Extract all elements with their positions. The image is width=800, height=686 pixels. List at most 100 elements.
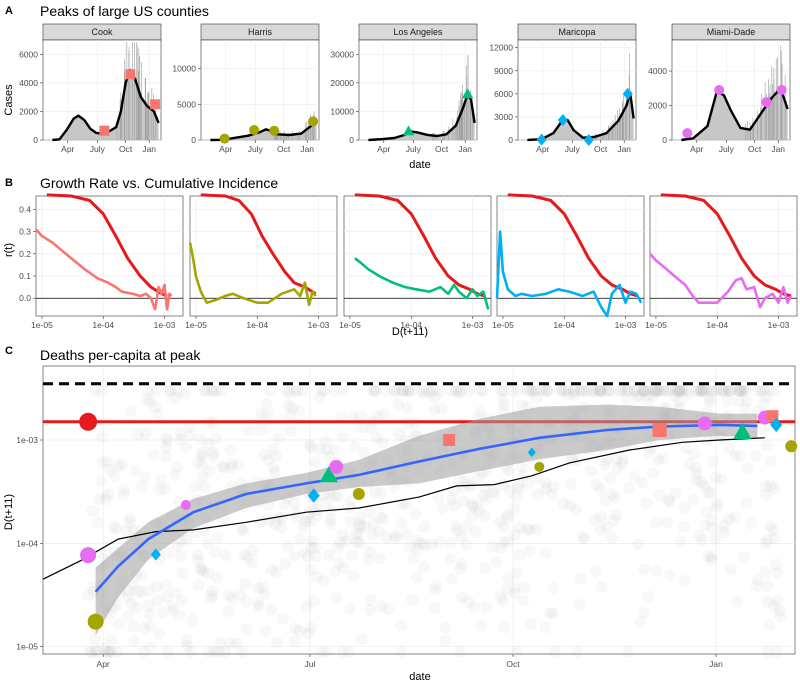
background-point xyxy=(270,636,283,649)
background-point xyxy=(510,645,523,658)
background-point xyxy=(156,606,169,619)
background-point xyxy=(497,398,510,411)
background-point xyxy=(309,541,322,554)
background-point xyxy=(252,582,265,595)
background-point xyxy=(424,386,437,399)
background-point xyxy=(465,480,478,492)
background-point xyxy=(260,397,273,410)
background-point xyxy=(705,384,718,397)
background-point xyxy=(213,645,226,658)
facet-strip-label: Miami-Dade xyxy=(707,27,756,37)
background-point xyxy=(369,384,382,397)
background-point xyxy=(161,434,174,447)
background-point xyxy=(508,581,521,594)
background-point xyxy=(304,441,317,454)
background-point xyxy=(480,600,493,613)
peak-marker xyxy=(682,128,693,139)
background-point xyxy=(206,384,219,397)
background-point xyxy=(89,384,102,397)
peak-marker xyxy=(714,85,725,95)
background-point xyxy=(759,480,772,493)
background-point xyxy=(637,606,650,619)
background-point xyxy=(389,529,402,542)
peak-point xyxy=(87,613,104,630)
background-point xyxy=(488,487,501,499)
background-point xyxy=(310,571,323,584)
background-point xyxy=(723,442,736,455)
background-point xyxy=(517,594,530,607)
background-point xyxy=(110,522,123,535)
background-point xyxy=(243,424,256,437)
background-point xyxy=(181,639,194,652)
background-point xyxy=(611,462,624,475)
x-tick-label: 1e-04 xyxy=(553,320,575,330)
background-point xyxy=(524,618,537,631)
background-point xyxy=(101,488,114,501)
background-point xyxy=(117,488,130,501)
background-point xyxy=(184,645,197,658)
background-point xyxy=(160,579,173,592)
background-point xyxy=(745,517,758,530)
background-point xyxy=(592,384,605,397)
background-point xyxy=(197,565,210,578)
background-point xyxy=(445,493,458,506)
background-point xyxy=(524,384,537,397)
x-tick-label: 1e-05 xyxy=(185,320,207,330)
background-point xyxy=(144,620,156,633)
background-point xyxy=(564,499,577,512)
background-point xyxy=(195,564,208,577)
peak-point xyxy=(180,500,191,511)
background-point xyxy=(718,519,731,532)
background-point xyxy=(252,600,265,612)
background-point xyxy=(210,384,223,397)
background-point xyxy=(344,501,357,514)
background-point xyxy=(288,635,301,648)
background-point xyxy=(86,645,98,658)
background-point xyxy=(498,621,511,634)
background-point xyxy=(548,645,561,658)
background-point xyxy=(501,509,514,521)
background-point xyxy=(759,566,772,579)
background-point xyxy=(382,603,395,616)
background-point xyxy=(740,496,753,509)
background-point xyxy=(705,554,718,566)
background-point xyxy=(710,501,723,514)
background-point xyxy=(715,384,727,397)
background-point xyxy=(524,524,536,536)
x-tick-label: Apr xyxy=(61,144,74,154)
background-point xyxy=(619,384,632,397)
background-point xyxy=(500,583,513,596)
x-tick-label: 1e-03 xyxy=(154,320,176,330)
background-point xyxy=(656,384,669,397)
background-point xyxy=(293,404,306,417)
x-tick-label: 1e-03 xyxy=(308,320,330,330)
background-point xyxy=(306,535,318,548)
background-point xyxy=(90,645,103,658)
background-point xyxy=(581,384,594,397)
background-point xyxy=(105,645,118,658)
background-point xyxy=(313,391,326,404)
background-point xyxy=(165,600,178,612)
panel-c-title: Deaths per-capita at peak xyxy=(40,347,201,363)
background-point xyxy=(205,589,218,602)
background-point xyxy=(402,384,415,397)
y-tick-label: 0.3 xyxy=(19,227,31,237)
x-tick-label: 1e-05 xyxy=(339,320,361,330)
background-point xyxy=(355,421,368,434)
background-point xyxy=(209,432,222,445)
background-point xyxy=(723,513,735,525)
x-tick-label: 1e-04 xyxy=(246,320,268,330)
x-tick-label: 1e-04 xyxy=(400,320,422,330)
background-point xyxy=(571,645,584,658)
background-point xyxy=(194,561,207,574)
background-point xyxy=(672,384,685,397)
background-point xyxy=(120,525,133,538)
y-tick-label: 5000 xyxy=(177,99,196,109)
background-point xyxy=(346,410,359,423)
background-point xyxy=(283,386,296,399)
background-point xyxy=(305,541,318,554)
background-point xyxy=(334,537,347,549)
background-point xyxy=(379,531,392,544)
case-area xyxy=(52,70,159,140)
background-point xyxy=(137,645,150,658)
